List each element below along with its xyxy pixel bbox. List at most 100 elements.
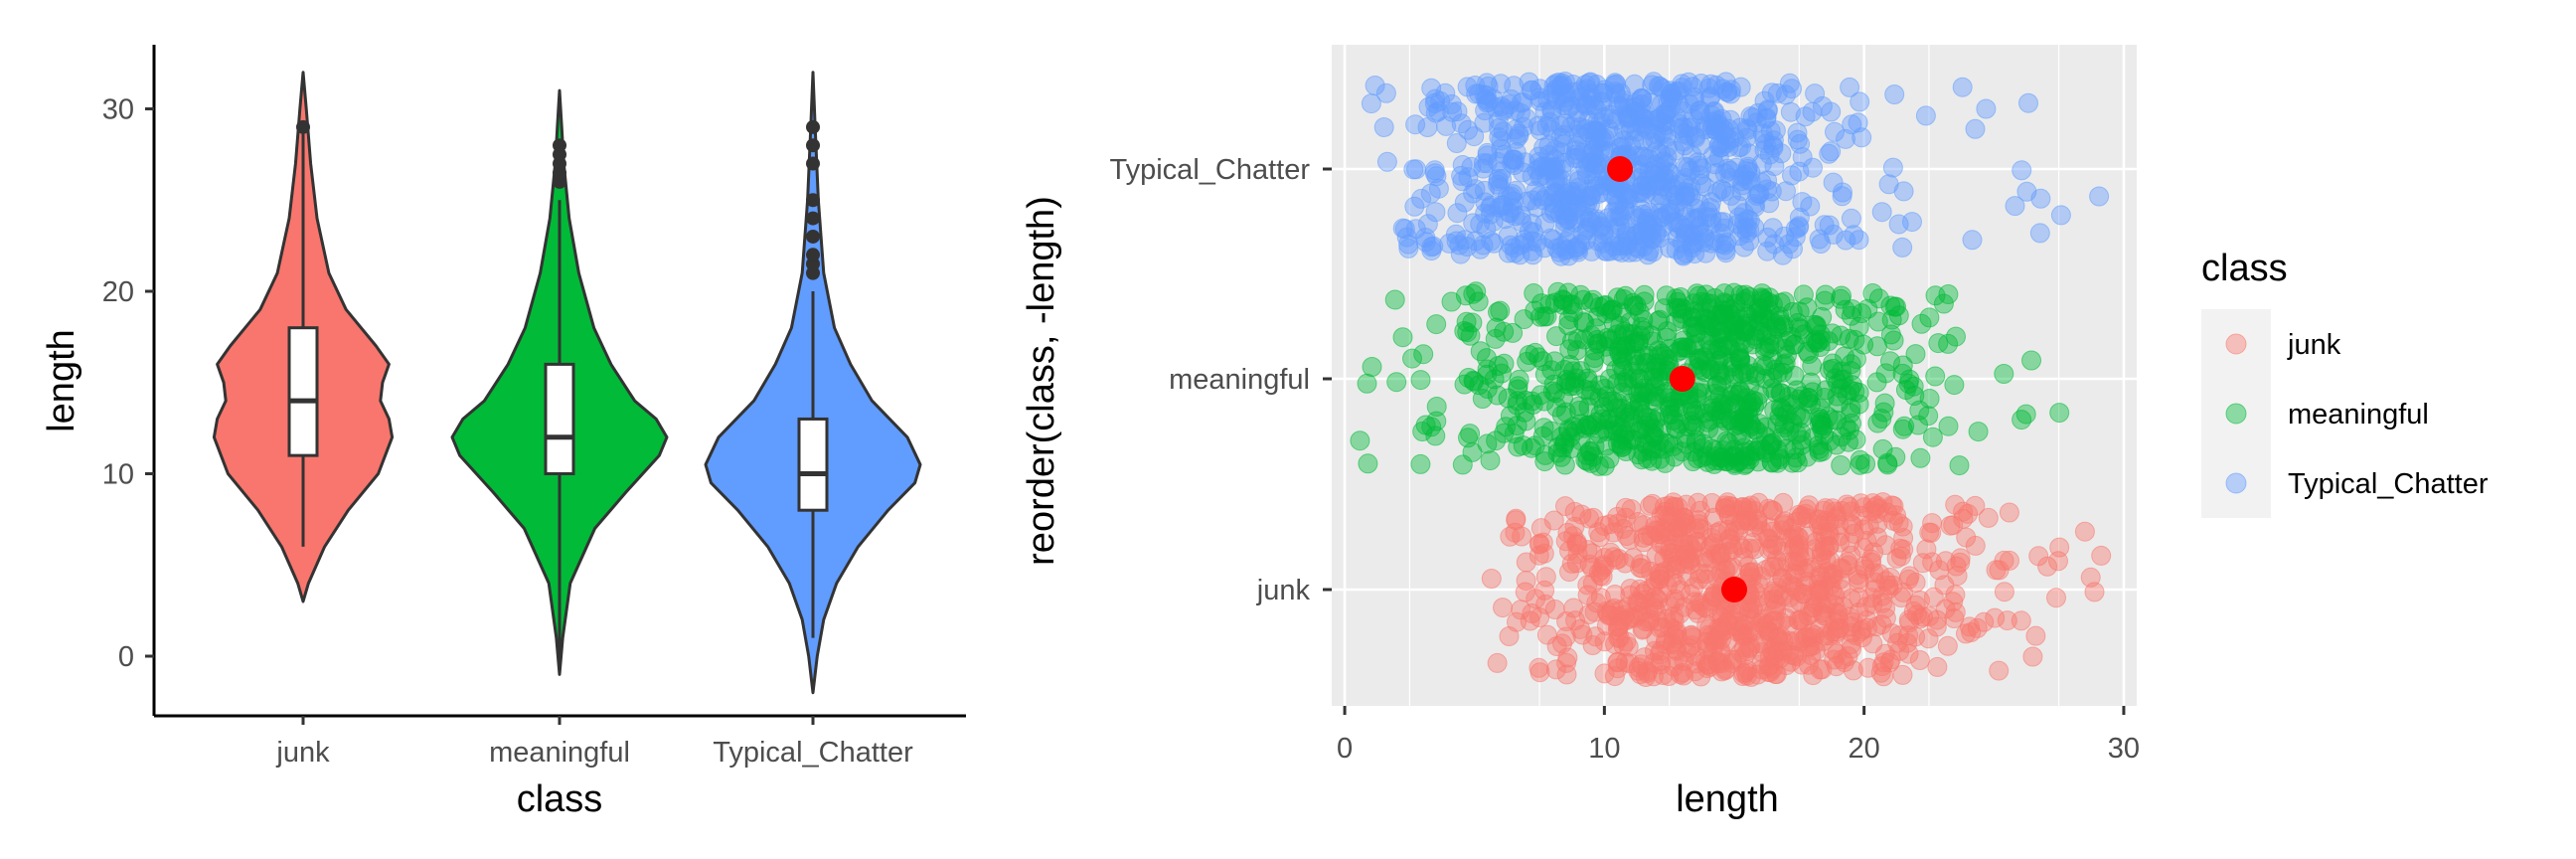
data-point — [1529, 545, 1549, 566]
data-point — [1711, 543, 1732, 564]
data-point — [1815, 498, 1836, 519]
data-point — [1673, 337, 1693, 358]
data-point — [1406, 159, 1426, 180]
data-point — [1514, 309, 1534, 330]
mean-point-junk — [1721, 577, 1747, 602]
y-tick-label: 10 — [102, 459, 134, 491]
data-point — [1727, 214, 1748, 235]
data-point — [1708, 361, 1729, 382]
data-point — [1413, 344, 1434, 365]
data-point — [1831, 427, 1852, 447]
data-point — [1642, 75, 1663, 95]
data-point — [1857, 298, 1878, 319]
data-point — [1855, 453, 1876, 474]
data-point — [1874, 393, 1895, 414]
data-point — [1841, 305, 1861, 326]
x-axis-title: class — [517, 778, 603, 820]
data-point — [1641, 526, 1662, 547]
data-point — [2091, 545, 2112, 566]
data-point — [1530, 518, 1551, 539]
data-point — [1819, 143, 1840, 164]
data-point — [1362, 357, 1382, 377]
data-point — [1549, 204, 1570, 225]
data-point — [1793, 584, 1814, 604]
legend-label: Typical_Chatter — [2288, 468, 2489, 500]
data-point — [1724, 446, 1745, 467]
data-point — [1577, 585, 1598, 605]
data-point — [1561, 438, 1582, 458]
data-point — [1491, 161, 1512, 182]
x-tick-label: 20 — [1849, 733, 1880, 765]
data-point — [1814, 215, 1835, 236]
data-point — [1466, 281, 1487, 302]
data-point — [1703, 507, 1724, 528]
data-point — [1373, 117, 1394, 137]
data-point — [1832, 501, 1852, 521]
data-point — [1892, 516, 1913, 537]
data-point — [2022, 646, 2043, 667]
data-point — [1885, 446, 1906, 467]
data-point — [1978, 507, 1999, 528]
data-point — [1722, 558, 1743, 578]
data-point — [1740, 495, 1761, 516]
data-point — [1596, 435, 1617, 456]
data-point — [1668, 517, 1689, 538]
data-point — [1564, 376, 1585, 396]
data-point — [1566, 340, 1587, 361]
data-point — [1491, 130, 1512, 151]
data-point — [1831, 378, 1852, 399]
data-point — [1841, 208, 1861, 229]
data-point — [1835, 299, 1855, 320]
data-point — [1664, 497, 1685, 517]
data-point — [1623, 400, 1644, 421]
data-point — [1829, 618, 1850, 639]
data-point — [1631, 449, 1652, 470]
data-point — [1884, 85, 1905, 104]
data-point — [1831, 370, 1852, 391]
data-point — [1552, 437, 1573, 458]
data-point — [1577, 193, 1598, 214]
data-point — [1602, 391, 1623, 412]
data-point — [1574, 312, 1595, 333]
data-point — [1580, 385, 1601, 406]
data-point — [1637, 353, 1658, 374]
data-point — [1626, 295, 1647, 316]
data-point — [1573, 311, 1593, 332]
outlier-point — [806, 193, 820, 208]
data-point — [1760, 434, 1781, 455]
data-point — [1864, 572, 1885, 593]
data-point — [1863, 542, 1884, 563]
data-point — [1888, 214, 1909, 235]
y-axis-ticks: 0 10 20 30 — [102, 94, 154, 673]
legend-label: junk — [2287, 329, 2341, 361]
data-point — [2018, 92, 2038, 113]
data-point — [1573, 289, 1594, 310]
data-point — [1781, 326, 1802, 347]
data-point — [1690, 134, 1711, 155]
data-point — [1619, 529, 1640, 550]
data-point — [1524, 283, 1544, 303]
data-point — [1887, 632, 1908, 653]
data-point — [1868, 288, 1889, 309]
data-point — [1842, 375, 1862, 396]
data-point — [1700, 233, 1721, 254]
data-point — [1486, 317, 1507, 338]
y-axis-title: length — [41, 329, 82, 432]
data-point — [1430, 90, 1451, 111]
data-point — [1795, 546, 1815, 567]
data-point — [1546, 636, 1567, 656]
data-point — [1740, 414, 1761, 434]
data-point — [1631, 654, 1652, 675]
data-point — [1810, 324, 1831, 345]
data-point — [1830, 526, 1851, 547]
data-point — [1790, 133, 1811, 154]
data-point — [2011, 610, 2031, 631]
data-point — [1734, 454, 1755, 475]
data-point — [1685, 592, 1705, 612]
data-point — [1646, 601, 1667, 621]
data-point — [1597, 421, 1618, 441]
data-point — [1593, 555, 1614, 576]
data-point — [1642, 450, 1663, 471]
data-point — [1832, 186, 1852, 207]
legend-label: meaningful — [2288, 399, 2429, 430]
